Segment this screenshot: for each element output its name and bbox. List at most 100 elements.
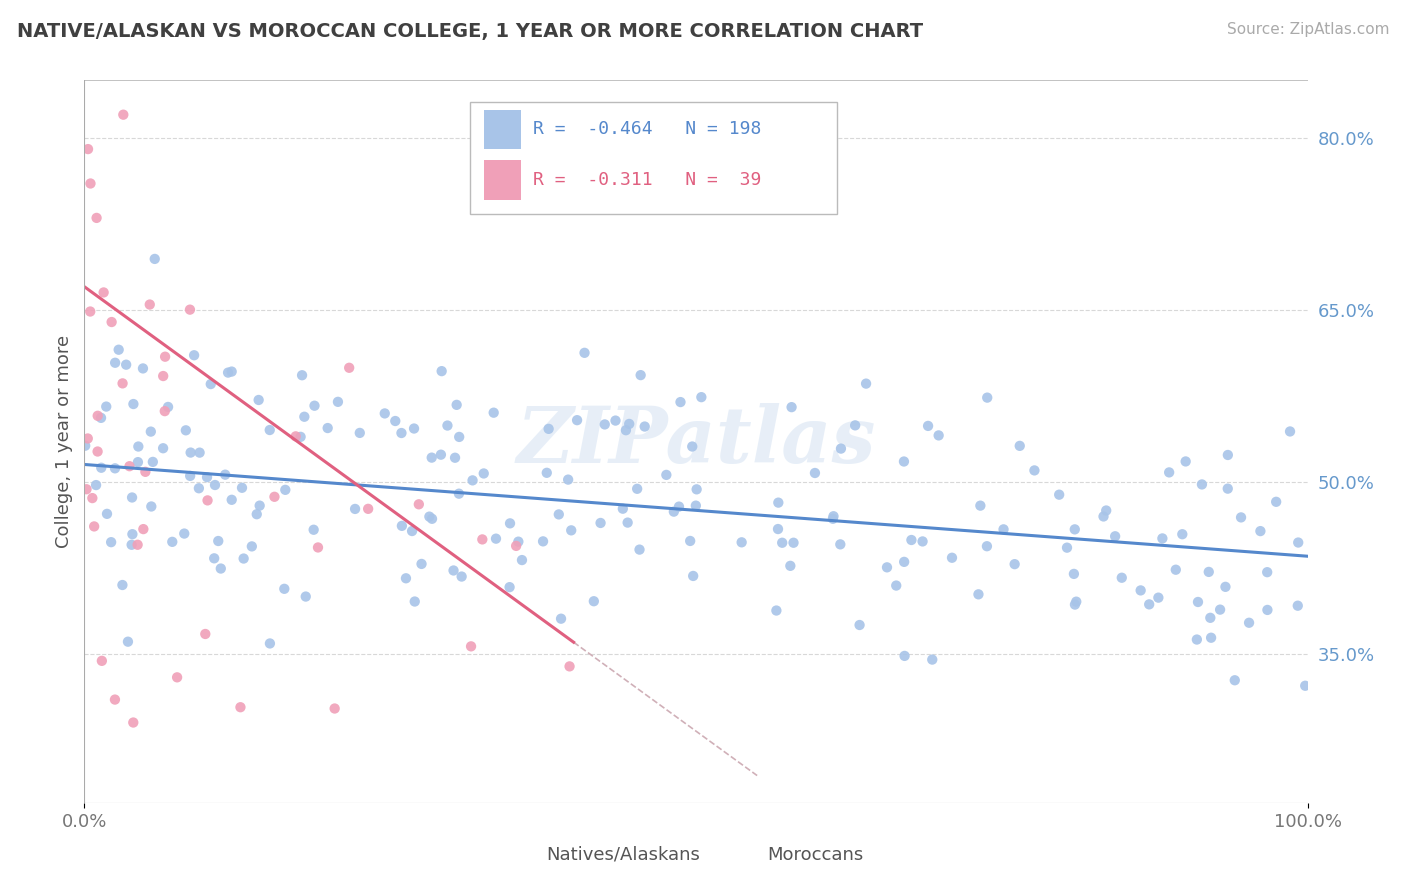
Point	[323, 701, 346, 715]
Point	[316, 421, 339, 435]
Point	[153, 404, 176, 418]
Point	[418, 509, 440, 524]
Point	[246, 507, 269, 521]
Point	[273, 582, 295, 596]
Point	[461, 474, 484, 488]
Point	[593, 417, 616, 432]
Point	[90, 654, 112, 668]
FancyBboxPatch shape	[484, 110, 522, 149]
Point	[152, 369, 174, 384]
Point	[830, 537, 852, 551]
Point	[1174, 454, 1197, 468]
Point	[84, 478, 107, 492]
Point	[446, 398, 468, 412]
Point	[605, 414, 627, 428]
Point	[1137, 598, 1160, 612]
Point	[77, 142, 100, 156]
Point	[1187, 595, 1209, 609]
Point	[1215, 580, 1237, 594]
Point	[86, 444, 108, 458]
Point	[550, 612, 572, 626]
Point	[1199, 631, 1222, 645]
Point	[855, 376, 877, 391]
Point	[204, 478, 226, 492]
Point	[993, 522, 1015, 536]
Point	[157, 400, 180, 414]
Text: Moroccans: Moroccans	[766, 846, 863, 863]
Point	[179, 302, 201, 317]
Point	[221, 492, 243, 507]
Point	[197, 493, 219, 508]
Text: Natives/Alaskans: Natives/Alaskans	[547, 846, 700, 863]
Point	[682, 569, 704, 583]
Point	[173, 526, 195, 541]
Point	[574, 346, 596, 360]
Point	[582, 594, 605, 608]
Point	[537, 422, 560, 436]
Point	[75, 439, 97, 453]
Point	[304, 399, 326, 413]
Point	[1056, 541, 1078, 555]
Point	[221, 365, 243, 379]
Point	[430, 364, 453, 378]
Point	[374, 406, 396, 420]
Point	[247, 392, 270, 407]
Point	[472, 467, 495, 481]
Point	[876, 560, 898, 574]
Point	[357, 501, 380, 516]
Point	[200, 377, 222, 392]
Point	[174, 423, 197, 437]
Point	[619, 417, 641, 431]
Point	[290, 430, 312, 444]
Text: R =  -0.311   N =  39: R = -0.311 N = 39	[533, 171, 762, 189]
Point	[291, 368, 314, 383]
Point	[1063, 566, 1085, 581]
Point	[1256, 565, 1278, 579]
Point	[770, 535, 793, 549]
Point	[1199, 611, 1222, 625]
Point	[76, 482, 98, 496]
Point	[668, 500, 690, 514]
Point	[349, 425, 371, 440]
Point	[449, 430, 471, 444]
Point	[180, 445, 202, 459]
Point	[450, 569, 472, 583]
Point	[1004, 557, 1026, 571]
Point	[766, 522, 789, 536]
Point	[122, 715, 145, 730]
Point	[117, 634, 139, 648]
Point	[307, 541, 329, 555]
Text: ZIPatlas: ZIPatlas	[516, 403, 876, 480]
Point	[443, 564, 465, 578]
Point	[121, 527, 143, 541]
Point	[1152, 532, 1174, 546]
Point	[1216, 448, 1239, 462]
Point	[634, 419, 657, 434]
Point	[976, 391, 998, 405]
Point	[326, 394, 349, 409]
Point	[118, 459, 141, 474]
Point	[967, 587, 990, 601]
Point	[111, 376, 134, 391]
Point	[900, 533, 922, 547]
Point	[505, 539, 527, 553]
Point	[685, 499, 707, 513]
Point	[132, 522, 155, 536]
Point	[612, 501, 634, 516]
Point	[557, 473, 579, 487]
Point	[1159, 466, 1181, 480]
Point	[1104, 529, 1126, 543]
Point	[782, 535, 804, 549]
Point	[893, 454, 915, 468]
Point	[1024, 463, 1046, 477]
Point	[259, 636, 281, 650]
Point	[669, 395, 692, 409]
Point	[510, 553, 533, 567]
Point	[187, 481, 209, 495]
Point	[93, 285, 115, 300]
Point	[188, 445, 211, 459]
Point	[1147, 591, 1170, 605]
Point	[460, 640, 482, 654]
Point	[402, 421, 425, 435]
Point	[884, 578, 907, 592]
